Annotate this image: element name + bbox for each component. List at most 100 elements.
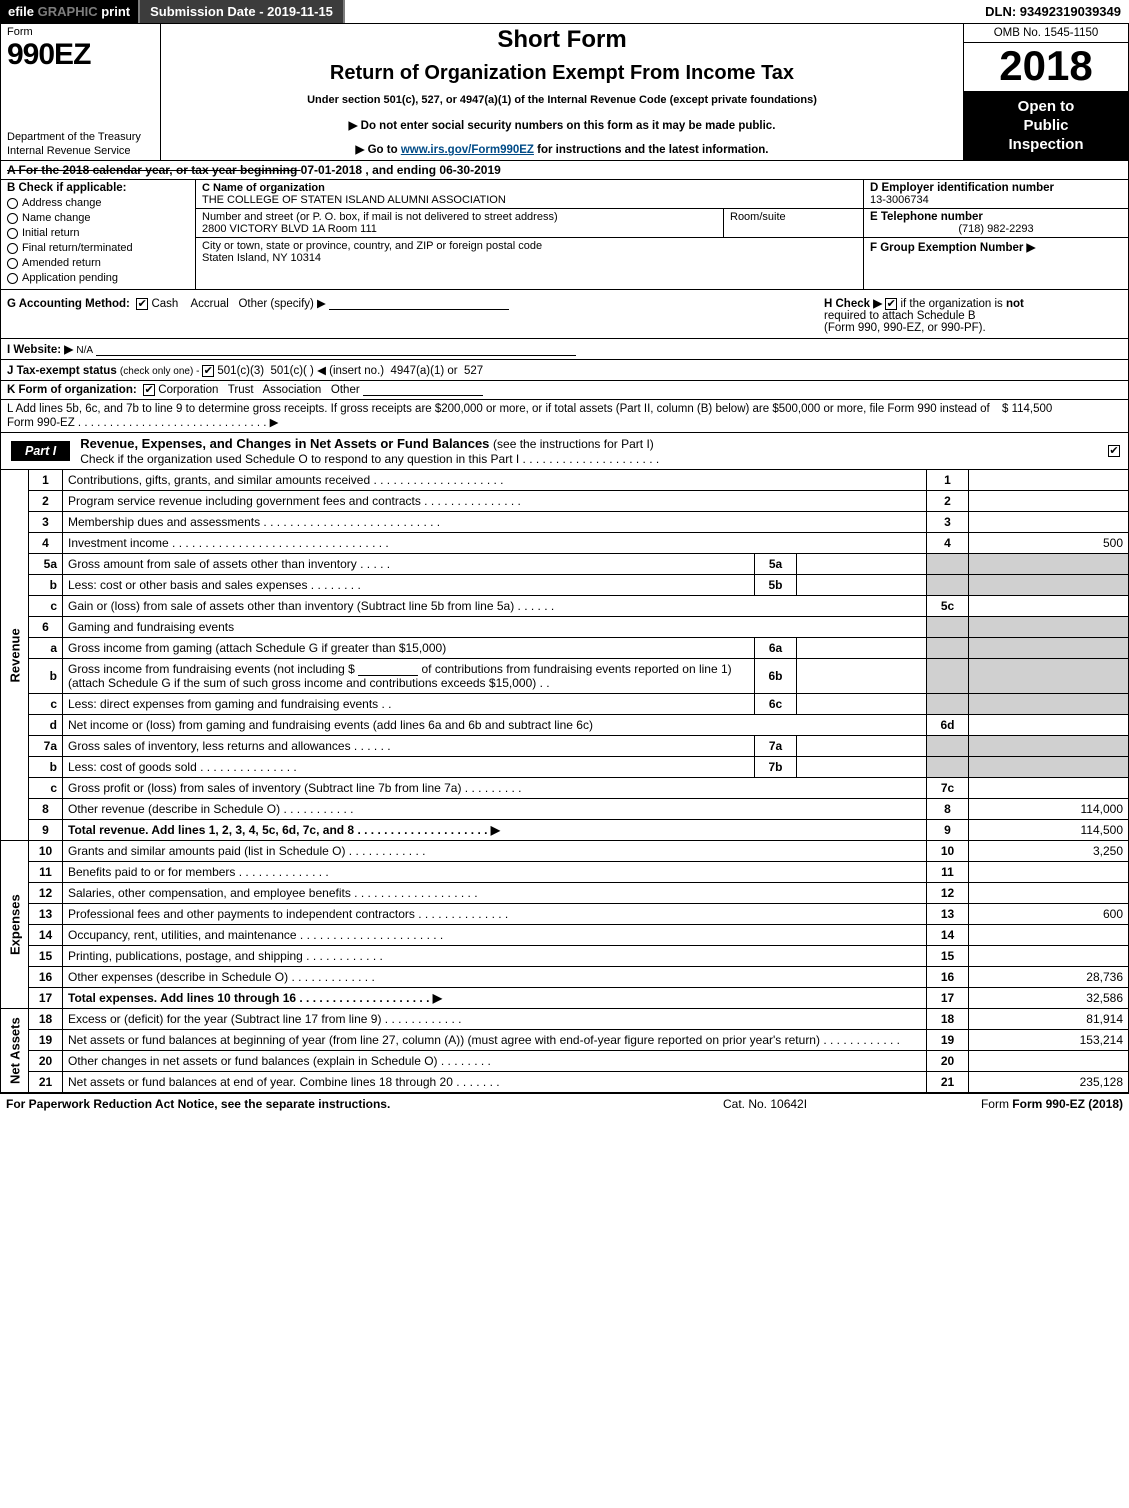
j-o3: 4947(a)(1) or [391, 365, 458, 377]
print-label: print [101, 4, 130, 19]
netassets-side: Net Assets [1, 1009, 29, 1093]
section-j: J Tax-exempt status (check only one) - 5… [0, 360, 1129, 381]
expenses-side: Expenses [1, 841, 29, 1009]
g-other-input[interactable] [329, 309, 509, 310]
d-ein-label: D Employer identification number [870, 182, 1122, 194]
k-label: K Form of organization: [7, 384, 137, 396]
line-13: 13 Professional fees and other payments … [1, 904, 1129, 925]
c-name-val: THE COLLEGE OF STATEN ISLAND ALUMNI ASSO… [202, 194, 857, 206]
k-other-input[interactable] [363, 395, 483, 396]
line-21: 21 Net assets or fund balances at end of… [1, 1072, 1129, 1093]
room-suite: Room/suite [723, 209, 863, 237]
radio-icon [7, 243, 18, 254]
period-row: A For the 2018 calendar year, or tax yea… [0, 161, 1129, 180]
topbar-spacer [345, 0, 977, 23]
b-opt-final[interactable]: Final return/terminated [7, 242, 189, 254]
ssn-warning: ▶ Do not enter social security numbers o… [167, 118, 957, 132]
section-b: B Check if applicable: Address change Na… [1, 180, 196, 289]
i-val: N/A [76, 345, 93, 356]
b-opt-address[interactable]: Address change [7, 197, 189, 209]
part1-checkbox[interactable] [1108, 445, 1120, 457]
k-corp: Corporation [158, 384, 218, 396]
l-amount: $ 114,500 [1002, 403, 1122, 429]
line-15: 15 Printing, publications, postage, and … [1, 946, 1129, 967]
line-a-text: A For the 2018 calendar year, or tax yea… [7, 163, 301, 177]
line-5c: c Gain or (loss) from sale of assets oth… [1, 596, 1129, 617]
line-20: 20 Other changes in net assets or fund b… [1, 1051, 1129, 1072]
j-label: J Tax-exempt status [7, 365, 120, 377]
open3: Inspection [1008, 136, 1083, 153]
period-begin: 07-01-2018 [301, 163, 362, 177]
line-6c: c Less: direct expenses from gaming and … [1, 694, 1129, 715]
efile-label: efile [8, 4, 34, 19]
line-7c: c Gross profit or (loss) from sales of i… [1, 778, 1129, 799]
graphic-label: GRAPHIC [38, 4, 98, 19]
line-16: 16 Other expenses (describe in Schedule … [1, 967, 1129, 988]
header-right: OMB No. 1545-1150 2018 Open to Public In… [963, 24, 1128, 160]
line-6b: b Gross income from fundraising events (… [1, 659, 1129, 694]
part1-check-line: Check if the organization used Schedule … [80, 452, 659, 466]
tax-year: 2018 [964, 43, 1128, 92]
lines-table: Revenue 1 Contributions, gifts, grants, … [0, 470, 1129, 1093]
b-opt-amended[interactable]: Amended return [7, 257, 189, 269]
section-h: H Check ▶ if the organization is not req… [818, 290, 1128, 338]
g-other: Other (specify) ▶ [238, 298, 325, 310]
i-input[interactable] [96, 355, 576, 356]
line-9: 9 Total revenue. Add lines 1, 2, 3, 4, 5… [1, 820, 1129, 841]
g-cash-checkbox[interactable] [136, 298, 148, 310]
k-trust: Trust [228, 384, 254, 396]
h-not: not [1006, 298, 1024, 310]
footer: For Paperwork Reduction Act Notice, see … [0, 1093, 1129, 1114]
section-k: K Form of organization: Corporation Trus… [0, 381, 1129, 400]
line-6: 6 Gaming and fundraising events [1, 617, 1129, 638]
efile-button[interactable]: efile GRAPHIC print [0, 0, 138, 23]
c-city-label: City or town, state or province, country… [202, 240, 857, 252]
goto-post: for instructions and the latest informat… [534, 144, 769, 156]
revenue-side: Revenue [1, 470, 29, 841]
dept-line2: Internal Revenue Service [7, 145, 131, 157]
h-checkbox[interactable] [885, 298, 897, 310]
line-1: Revenue 1 Contributions, gifts, grants, … [1, 470, 1129, 491]
f-group-label: F Group Exemption Number ▶ [870, 240, 1122, 254]
line-5a: 5a Gross amount from sale of assets othe… [1, 554, 1129, 575]
k-other: Other [331, 384, 360, 396]
open1: Open to [1018, 98, 1075, 115]
line-5b: b Less: cost or other basis and sales ex… [1, 575, 1129, 596]
b-opt-name[interactable]: Name change [7, 212, 189, 224]
h-line1b: if the organization is [900, 298, 1005, 310]
l-text: L Add lines 5b, 6c, and 7b to line 9 to … [7, 403, 1002, 429]
j-501c3-checkbox[interactable] [202, 365, 214, 377]
line-12: 12 Salaries, other compensation, and emp… [1, 883, 1129, 904]
radio-icon [7, 258, 18, 269]
c-name-label: C Name of organization [202, 182, 857, 194]
radio-icon [7, 198, 18, 209]
line-10: Expenses 10 Grants and similar amounts p… [1, 841, 1129, 862]
e-tel-label: E Telephone number [870, 211, 1122, 223]
goto-pre: ▶ Go to [356, 144, 401, 156]
period-mid: , and ending [365, 163, 439, 177]
section-def: D Employer identification number 13-3006… [863, 180, 1128, 289]
b-opt-initial[interactable]: Initial return [7, 227, 189, 239]
section-i: I Website: ▶ N/A [0, 339, 1129, 360]
line-19: 19 Net assets or fund balances at beginn… [1, 1030, 1129, 1051]
section-g: G Accounting Method: Cash Accrual Other … [1, 290, 818, 338]
part1-sub: (see the instructions for Part I) [493, 437, 654, 451]
short-form-title: Short Form [167, 26, 957, 54]
submission-date: Submission Date - 2019-11-15 [138, 0, 345, 23]
dept-line1: Department of the Treasury [7, 131, 141, 143]
k-corp-checkbox[interactable] [143, 384, 155, 396]
part1-header: Part I Revenue, Expenses, and Changes in… [0, 433, 1129, 470]
line-18: Net Assets 18 Excess or (deficit) for th… [1, 1009, 1129, 1030]
form-word: Form [7, 26, 154, 38]
b-opt-pending[interactable]: Application pending [7, 272, 189, 284]
footer-catno: Cat. No. 10642I [723, 1097, 943, 1111]
gh-row: G Accounting Method: Cash Accrual Other … [0, 290, 1129, 339]
j-o2: 501(c)( ) [270, 365, 313, 377]
goto-line: ▶ Go to www.irs.gov/Form990EZ for instru… [167, 142, 957, 156]
radio-icon [7, 213, 18, 224]
h-line3: (Form 990, 990-EZ, or 990-PF). [824, 322, 986, 334]
d-ein-val: 13-3006734 [870, 194, 1122, 206]
j-o2b: ◀ (insert no.) [317, 365, 384, 377]
line-14: 14 Occupancy, rent, utilities, and maint… [1, 925, 1129, 946]
goto-link[interactable]: www.irs.gov/Form990EZ [401, 144, 534, 156]
